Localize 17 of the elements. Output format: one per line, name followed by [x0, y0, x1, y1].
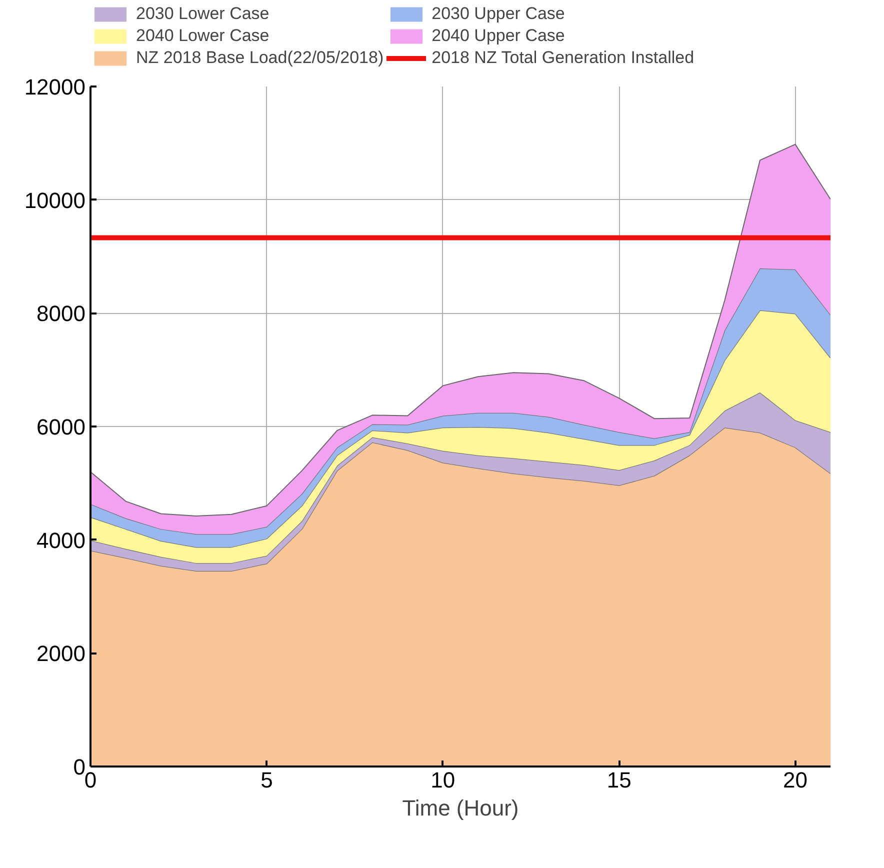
x-tick-label: 5: [260, 768, 273, 792]
x-tick-label: 20: [783, 768, 808, 792]
legend-label: NZ 2018 Base Load(22/05/2018): [136, 48, 384, 68]
legend-label: 2030 Upper Case: [432, 4, 565, 24]
y-tick-label: 6000: [36, 414, 86, 440]
y-tick-label: 10000: [24, 188, 86, 213]
y-tick-label: 4000: [36, 528, 86, 553]
x-axis-title: Time (Hour): [402, 796, 519, 820]
y-tick-label: 8000: [36, 301, 86, 326]
legend-label: 2040 Lower Case: [136, 26, 270, 46]
y-tick-label: 12000: [24, 74, 86, 100]
legend-label: 2030 Lower Case: [136, 4, 270, 24]
legend-label: 2040 Upper Case: [432, 26, 565, 46]
x-tick-label: 15: [606, 768, 632, 792]
legend-label: 2018 NZ Total Generation Installed: [432, 48, 694, 68]
y-tick-label: 2000: [36, 641, 86, 666]
x-tick-label: 10: [430, 768, 456, 792]
